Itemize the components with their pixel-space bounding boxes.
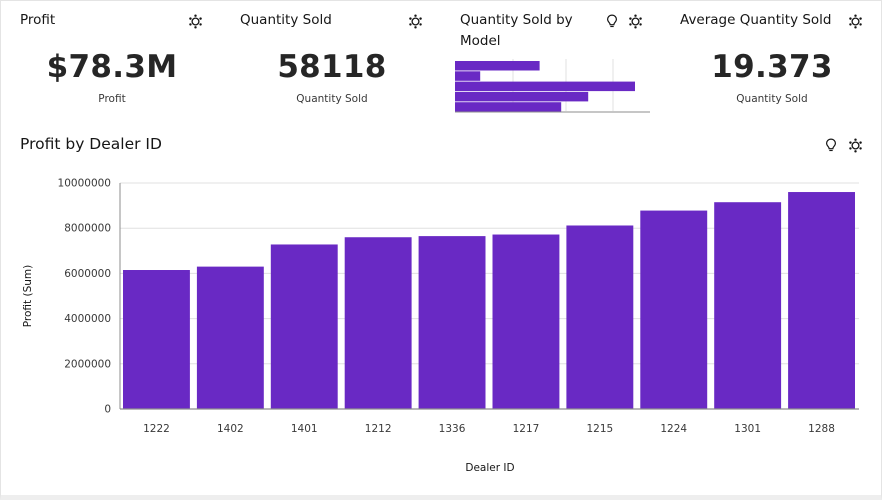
profit-by-dealer-chart[interactable]: Profit (Sum) Dealer ID 0 2000000 4000000 60… — [1, 161, 879, 491]
mini-bar[interactable] — [455, 61, 540, 71]
bar[interactable] — [123, 270, 190, 409]
bar[interactable] — [714, 202, 782, 409]
mini-bar[interactable] — [455, 102, 562, 112]
mini-bar[interactable] — [455, 71, 481, 81]
bar[interactable] — [640, 210, 708, 409]
x-tick-label: 1215 — [586, 423, 613, 435]
main-chart-title: Profit by Dealer ID — [20, 135, 162, 153]
gear-icon[interactable] — [846, 136, 864, 154]
gear-icon-glyph — [408, 13, 422, 29]
bar[interactable] — [492, 234, 560, 409]
mini-chart-title: Quantity Sold by Model — [460, 10, 573, 52]
mini-chart-title-line2: Model — [460, 33, 501, 49]
kpi-title-average-quantity-sold: Average Quantity Sold — [680, 12, 832, 28]
kpi-label-average-quantity-sold: Quantity Sold — [736, 93, 808, 105]
kpi-label-profit: Profit — [98, 93, 126, 105]
y-tick-label: 10000000 — [58, 178, 111, 190]
kpi-label-quantity-sold: Quantity Sold — [296, 93, 368, 105]
x-tick-label: 1288 — [808, 423, 835, 435]
kpi-value-quantity-sold: 58118 — [277, 49, 387, 85]
x-tick-label: 1222 — [143, 423, 170, 435]
bar[interactable] — [196, 266, 264, 409]
y-tick-label: 0 — [104, 404, 111, 416]
bar[interactable] — [418, 236, 486, 409]
kpi-title-quantity-sold: Quantity Sold — [240, 12, 332, 28]
lightbulb-icon[interactable] — [603, 12, 621, 30]
gear-icon-glyph — [848, 13, 862, 29]
gear-icon[interactable] — [186, 12, 204, 30]
chart-tile-quantity-by-model[interactable]: Quantity Sold by Model — [455, 1, 650, 121]
gear-icon-glyph — [628, 13, 642, 29]
y-tick-label: 6000000 — [64, 268, 111, 280]
mini-bar[interactable] — [455, 91, 589, 102]
x-tick-label: 1224 — [660, 423, 687, 435]
bar[interactable] — [788, 192, 855, 409]
x-tick-label: 1401 — [291, 423, 318, 435]
mini-bar[interactable] — [455, 81, 635, 92]
kpi-value-profit: $78.3M — [46, 49, 178, 85]
bar[interactable] — [344, 237, 412, 409]
lightbulb-icon-glyph — [825, 138, 837, 151]
x-axis-label: Dealer ID — [465, 462, 514, 474]
kpi-tile-quantity-sold[interactable]: Quantity Sold 58118 Quantity Sold — [240, 1, 430, 121]
mini-bar-chart[interactable] — [453, 59, 653, 115]
mini-chart-title-line1: Quantity Sold by — [460, 12, 573, 28]
gear-icon-glyph — [848, 137, 862, 153]
x-tick-label: 1301 — [734, 423, 761, 435]
x-tick-label: 1336 — [439, 423, 466, 435]
y-tick-label: 4000000 — [64, 313, 111, 325]
gear-icon-glyph — [188, 13, 202, 29]
kpi-value-average-quantity-sold: 19.373 — [711, 49, 833, 85]
lightbulb-icon[interactable] — [822, 136, 840, 154]
gear-icon[interactable] — [406, 12, 424, 30]
y-tick-label: 2000000 — [64, 358, 111, 370]
kpi-tile-profit[interactable]: Profit $78.3M Profit — [20, 1, 210, 121]
bar[interactable] — [566, 225, 634, 409]
lightbulb-icon-glyph — [606, 14, 618, 27]
gear-icon[interactable] — [626, 12, 644, 30]
y-tick-label: 8000000 — [64, 223, 111, 235]
x-tick-label: 1217 — [513, 423, 540, 435]
bar[interactable] — [270, 244, 338, 409]
kpi-tile-average-quantity-sold[interactable]: Average Quantity Sold 19.373 Quantity So… — [680, 1, 870, 121]
x-tick-label: 1212 — [365, 423, 392, 435]
x-tick-label: 1402 — [217, 423, 244, 435]
y-axis-label: Profit (Sum) — [22, 265, 34, 327]
kpi-title-profit: Profit — [20, 12, 56, 28]
gear-icon[interactable] — [846, 12, 864, 30]
